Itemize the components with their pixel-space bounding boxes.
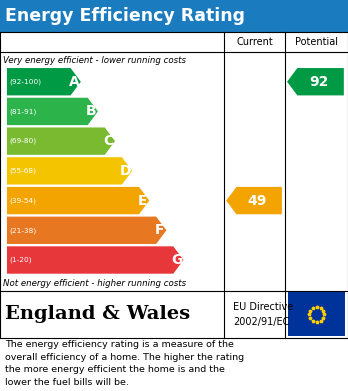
Text: Very energy efficient - lower running costs: Very energy efficient - lower running co… bbox=[3, 56, 187, 65]
Text: (69-80): (69-80) bbox=[10, 138, 37, 144]
Text: (39-54): (39-54) bbox=[10, 197, 37, 204]
Text: (81-91): (81-91) bbox=[10, 108, 37, 115]
Text: A: A bbox=[69, 75, 80, 89]
Text: 49: 49 bbox=[247, 194, 267, 208]
Polygon shape bbox=[7, 157, 132, 185]
Polygon shape bbox=[7, 127, 115, 155]
Text: (21-38): (21-38) bbox=[10, 227, 37, 233]
Text: Current: Current bbox=[237, 37, 273, 47]
Text: Energy Efficiency Rating: Energy Efficiency Rating bbox=[5, 7, 245, 25]
Text: E: E bbox=[137, 194, 147, 208]
Text: EU Directive
2002/91/EC: EU Directive 2002/91/EC bbox=[233, 302, 293, 327]
Text: Potential: Potential bbox=[295, 37, 338, 47]
Bar bbox=[0, 0, 348, 32]
Text: D: D bbox=[120, 164, 132, 178]
Text: Not energy efficient - higher running costs: Not energy efficient - higher running co… bbox=[3, 279, 187, 288]
Text: 92: 92 bbox=[309, 75, 328, 89]
Polygon shape bbox=[7, 246, 183, 274]
Text: The energy efficiency rating is a measure of the
overall efficiency of a home. T: The energy efficiency rating is a measur… bbox=[5, 340, 244, 387]
Polygon shape bbox=[7, 187, 149, 214]
Text: F: F bbox=[155, 223, 164, 237]
Text: England & Wales: England & Wales bbox=[5, 305, 190, 323]
Text: C: C bbox=[103, 134, 113, 148]
Text: (92-100): (92-100) bbox=[10, 79, 42, 85]
Polygon shape bbox=[226, 187, 282, 214]
Polygon shape bbox=[287, 68, 344, 95]
Bar bbox=[288, 292, 345, 336]
Text: B: B bbox=[86, 104, 97, 118]
Text: (55-68): (55-68) bbox=[10, 168, 37, 174]
Polygon shape bbox=[7, 98, 98, 125]
Text: G: G bbox=[172, 253, 183, 267]
Text: (1-20): (1-20) bbox=[10, 257, 32, 263]
Polygon shape bbox=[7, 217, 166, 244]
Polygon shape bbox=[7, 68, 81, 95]
